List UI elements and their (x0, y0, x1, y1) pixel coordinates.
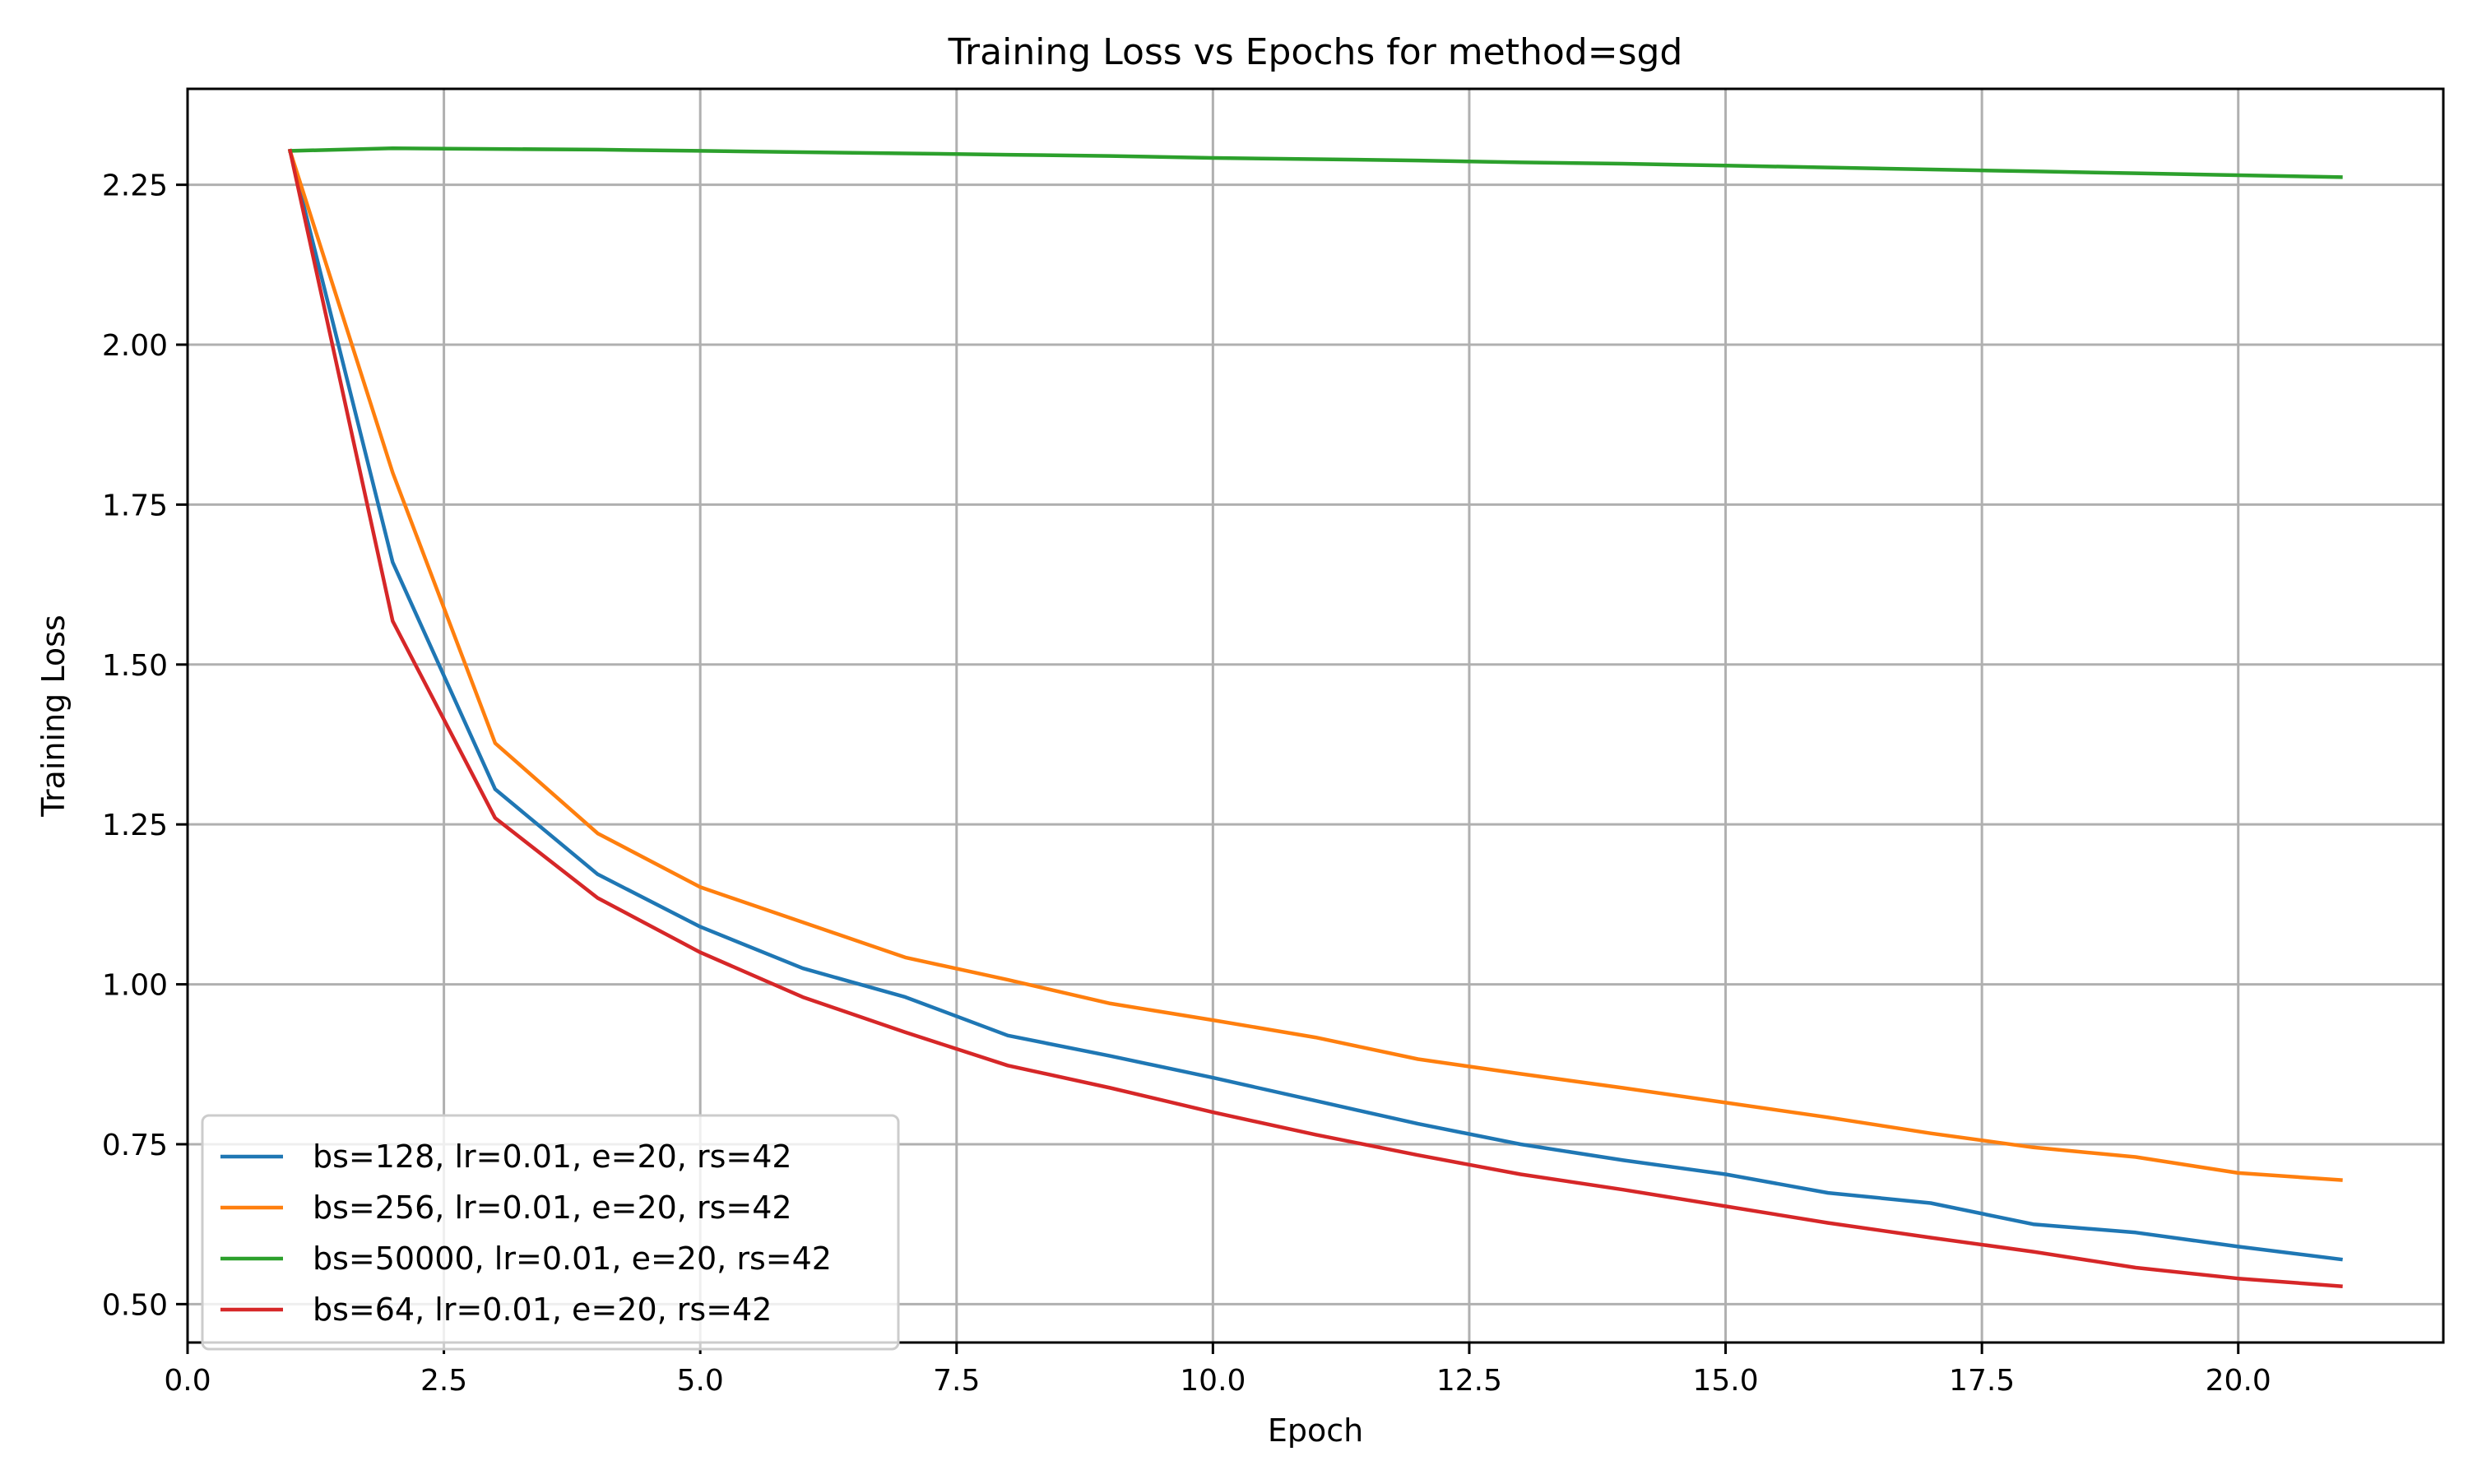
legend-label: bs=50000, lr=0.01, e=20, rs=42 (313, 1241, 832, 1277)
x-tick-label: 12.5 (1436, 1364, 1502, 1398)
y-tick-label: 2.25 (102, 169, 168, 203)
series-line-1 (287, 148, 2343, 1262)
series-line-3 (288, 146, 2343, 179)
y-tick-label: 1.25 (102, 809, 168, 842)
legend-label: bs=128, lr=0.01, e=20, rs=42 (313, 1139, 792, 1175)
y-axis-label: Training Loss (35, 614, 72, 817)
x-tick-label: 20.0 (2206, 1364, 2271, 1398)
x-tick-label: 17.5 (1949, 1364, 2015, 1398)
x-tick-label: 5.0 (677, 1364, 724, 1398)
x-tick-label: 0.0 (164, 1364, 211, 1398)
x-tick-label: 10.0 (1180, 1364, 1246, 1398)
x-tick-label: 2.5 (420, 1364, 467, 1398)
legend-items: bs=128, lr=0.01, e=20, rs=42 bs=256, lr=0… (220, 1139, 832, 1328)
grid (186, 89, 2443, 1343)
legend-label: bs=256, lr=0.01, e=20, rs=42 (313, 1190, 792, 1226)
y-tick-label: 1.75 (102, 489, 168, 522)
y-tick-label: 2.00 (102, 329, 168, 363)
axis-ticks: 0.0 2.5 5.0 7.5 10.0 12.5 15.0 17.5 20.0 0.50 0.75… (102, 169, 2271, 1398)
legend: bs=128, lr=0.01, e=20, rs=42 bs=256, lr=0… (201, 1114, 900, 1351)
y-tick-label: 0.75 (102, 1129, 168, 1162)
chart-title: Training Loss vs Epochs for method=sgd (948, 31, 1683, 73)
legend-label: bs=64, lr=0.01, e=20, rs=42 (313, 1292, 772, 1328)
series-line-4 (287, 148, 2343, 1289)
x-axis-label: Epoch (1268, 1412, 1363, 1449)
y-tick-label: 1.00 (102, 969, 168, 1003)
x-tick-label: 7.5 (933, 1364, 980, 1398)
y-tick-label: 1.50 (102, 649, 168, 683)
legend-box (201, 1114, 900, 1351)
series-line-2 (287, 148, 2343, 1182)
series-lines (287, 146, 2343, 1289)
plot-frame (186, 87, 2445, 1344)
x-tick-label: 15.0 (1692, 1364, 1758, 1398)
y-tick-label: 0.50 (102, 1288, 168, 1322)
